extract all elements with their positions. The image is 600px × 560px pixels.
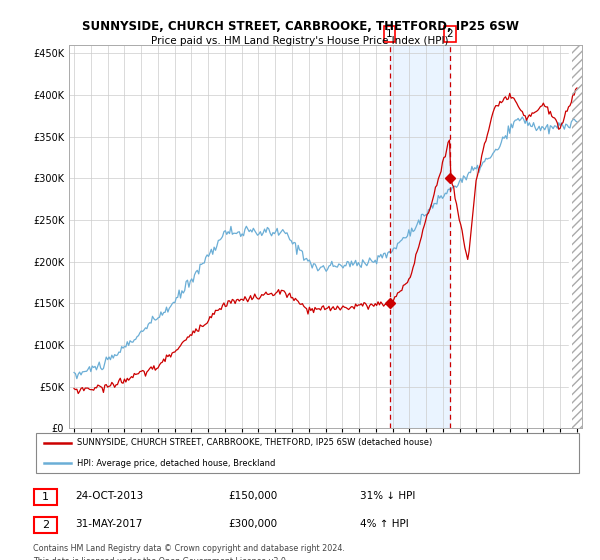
- Text: 2: 2: [446, 29, 453, 39]
- Bar: [389, 45, 450, 428]
- Text: 1: 1: [386, 29, 393, 39]
- Text: 1: 1: [42, 492, 49, 502]
- Text: 4% ↑ HPI: 4% ↑ HPI: [360, 519, 409, 529]
- Text: £300,000: £300,000: [228, 519, 277, 529]
- FancyBboxPatch shape: [34, 517, 57, 533]
- Text: 2: 2: [42, 520, 49, 530]
- FancyBboxPatch shape: [34, 489, 57, 505]
- Text: £150,000: £150,000: [228, 491, 277, 501]
- Text: SUNNYSIDE, CHURCH STREET, CARBROOKE, THETFORD, IP25 6SW (detached house): SUNNYSIDE, CHURCH STREET, CARBROOKE, THE…: [77, 438, 432, 447]
- Text: Contains HM Land Registry data © Crown copyright and database right 2024.
This d: Contains HM Land Registry data © Crown c…: [33, 544, 345, 560]
- Text: Price paid vs. HM Land Registry's House Price Index (HPI): Price paid vs. HM Land Registry's House …: [151, 36, 449, 46]
- Bar: [572, 45, 589, 428]
- FancyBboxPatch shape: [36, 433, 579, 473]
- Text: 31-MAY-2017: 31-MAY-2017: [75, 519, 142, 529]
- Text: 31% ↓ HPI: 31% ↓ HPI: [360, 491, 415, 501]
- Text: SUNNYSIDE, CHURCH STREET, CARBROOKE, THETFORD, IP25 6SW: SUNNYSIDE, CHURCH STREET, CARBROOKE, THE…: [82, 20, 518, 32]
- Text: HPI: Average price, detached house, Breckland: HPI: Average price, detached house, Brec…: [77, 459, 275, 468]
- Text: 24-OCT-2013: 24-OCT-2013: [75, 491, 143, 501]
